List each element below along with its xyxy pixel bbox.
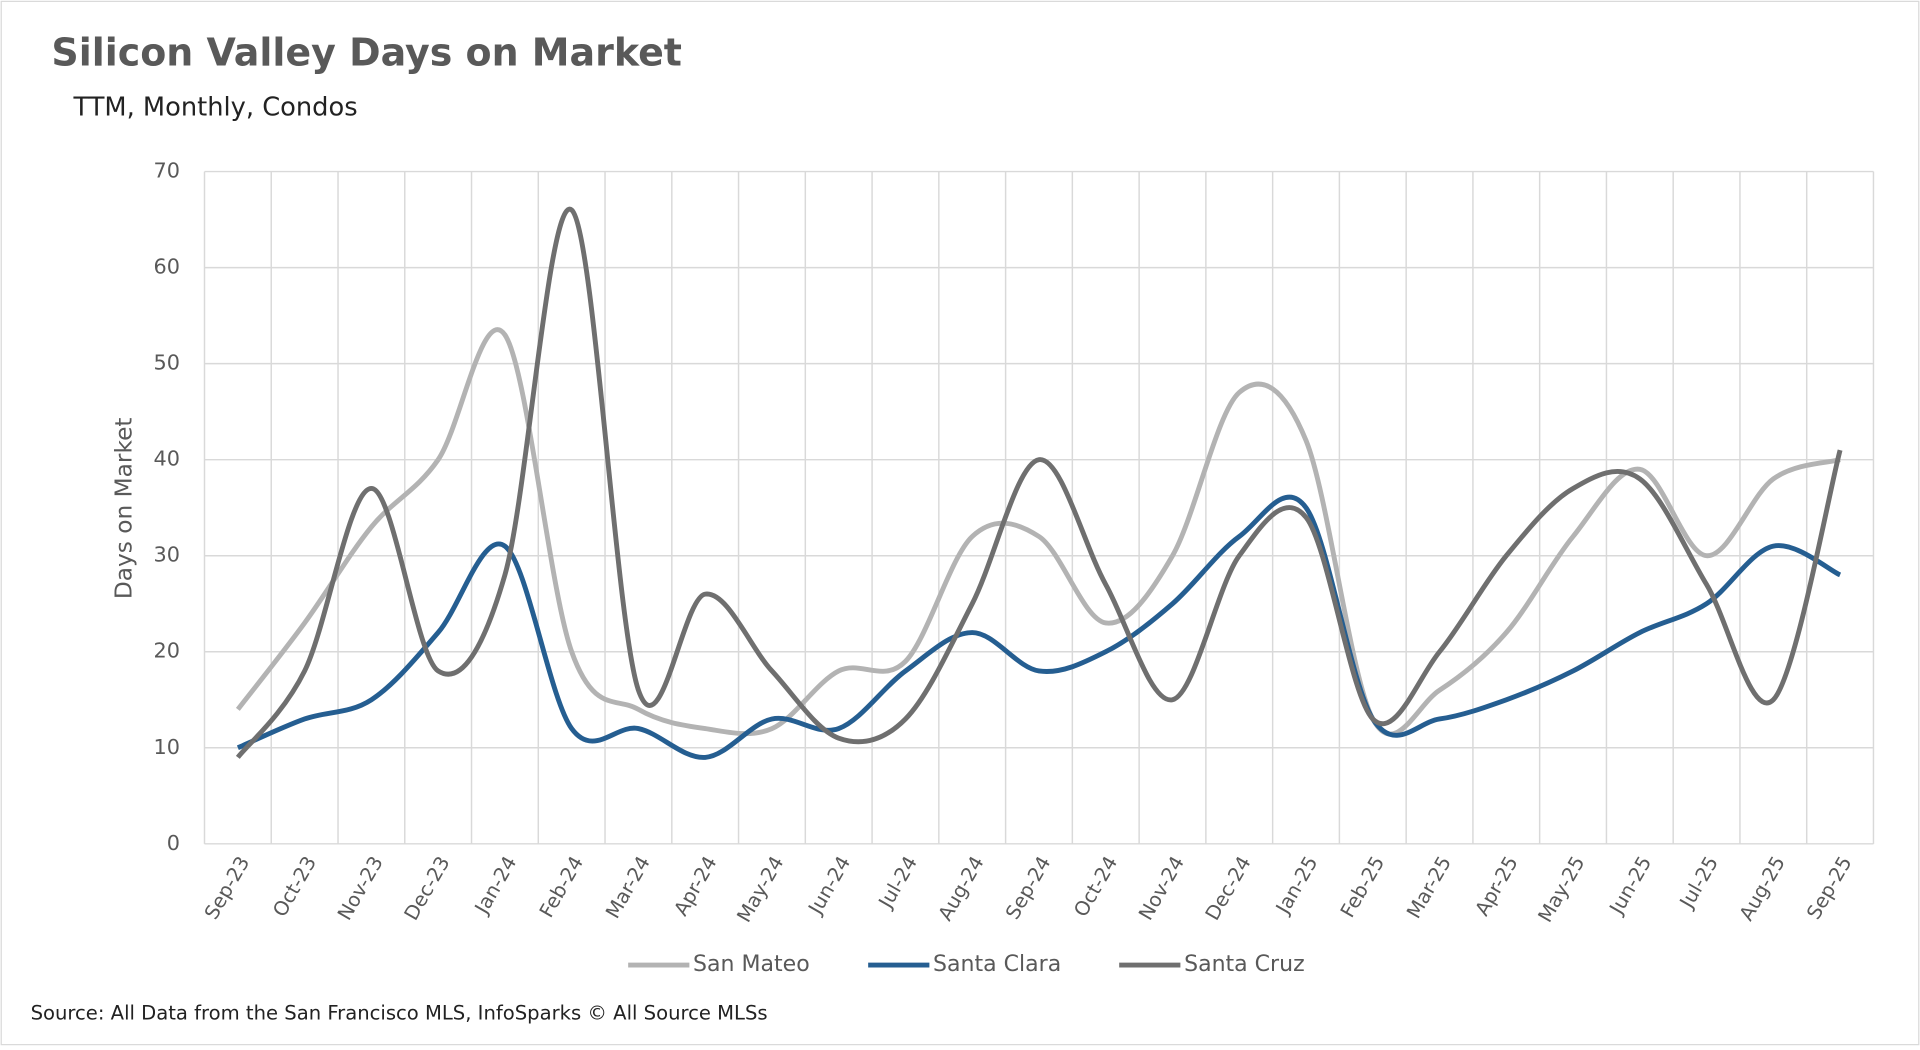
y-tick-label: 30 (154, 543, 180, 567)
chart-subtitle: TTM, Monthly, Condos (72, 92, 357, 122)
y-tick-label: 0 (167, 831, 180, 855)
legend-label: Santa Clara (933, 952, 1061, 977)
y-tick-label: 50 (154, 351, 180, 375)
series-line (235, 206, 1843, 759)
source-note: Source: All Data from the San Francisco … (31, 1002, 768, 1025)
series-line (235, 327, 1841, 737)
y-tick-label: 40 (154, 447, 180, 471)
y-tick-label: 10 (154, 735, 180, 759)
chart-title: Silicon Valley Days on Market (51, 31, 682, 75)
y-tick-label: 70 (154, 159, 180, 183)
series-line (236, 494, 1842, 760)
y-tick-label: 60 (154, 255, 180, 279)
legend-label: Santa Cruz (1184, 952, 1305, 977)
legend-label: San Mateo (693, 952, 810, 977)
y-tick-label: 20 (154, 639, 180, 663)
y-axis-label: Days on Market (110, 417, 137, 599)
